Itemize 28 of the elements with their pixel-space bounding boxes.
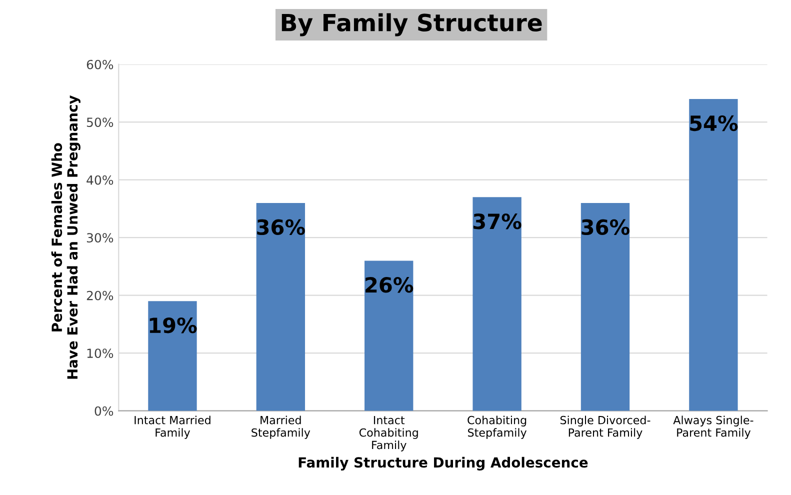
x-tick-label: Intact Cohabiting Family [359,416,418,452]
y-tick-label: 10% [87,348,114,358]
x-tick-label: Intact Married Family [134,416,210,439]
data-label: 36% [257,219,305,236]
bar [472,197,522,411]
y-axis-title: Percent of Females Who Have Ever Had an Unwed Pregnancy [51,95,80,379]
x-tick-label: Single Divorced- Parent Family [560,416,650,439]
y-tick-label: 20% [86,290,114,300]
bar [148,301,197,411]
data-label: 37% [474,213,522,230]
bar [256,202,306,411]
bar [364,260,414,411]
y-tick-label: 60% [86,60,114,70]
data-label: 36% [582,219,630,236]
y-tick-label: 40% [86,175,114,185]
chart-title: By Family Structure [282,13,542,36]
bar [689,99,738,411]
data-label: 54% [690,115,738,132]
x-tick-label: Always Single- Parent Family [673,416,754,439]
bar [580,202,630,411]
y-tick-label: 0% [94,406,114,416]
x-axis-title: Family Structure During Adolescence [298,456,588,470]
x-tick-label: Married Stepfamily [252,416,310,439]
data-label: 26% [366,277,414,293]
x-tick-label: Cohabiting Stepfamily [468,416,527,439]
y-tick-label: 30% [86,233,114,243]
y-tick-label: 50% [86,118,114,128]
data-label: 19% [150,317,197,334]
